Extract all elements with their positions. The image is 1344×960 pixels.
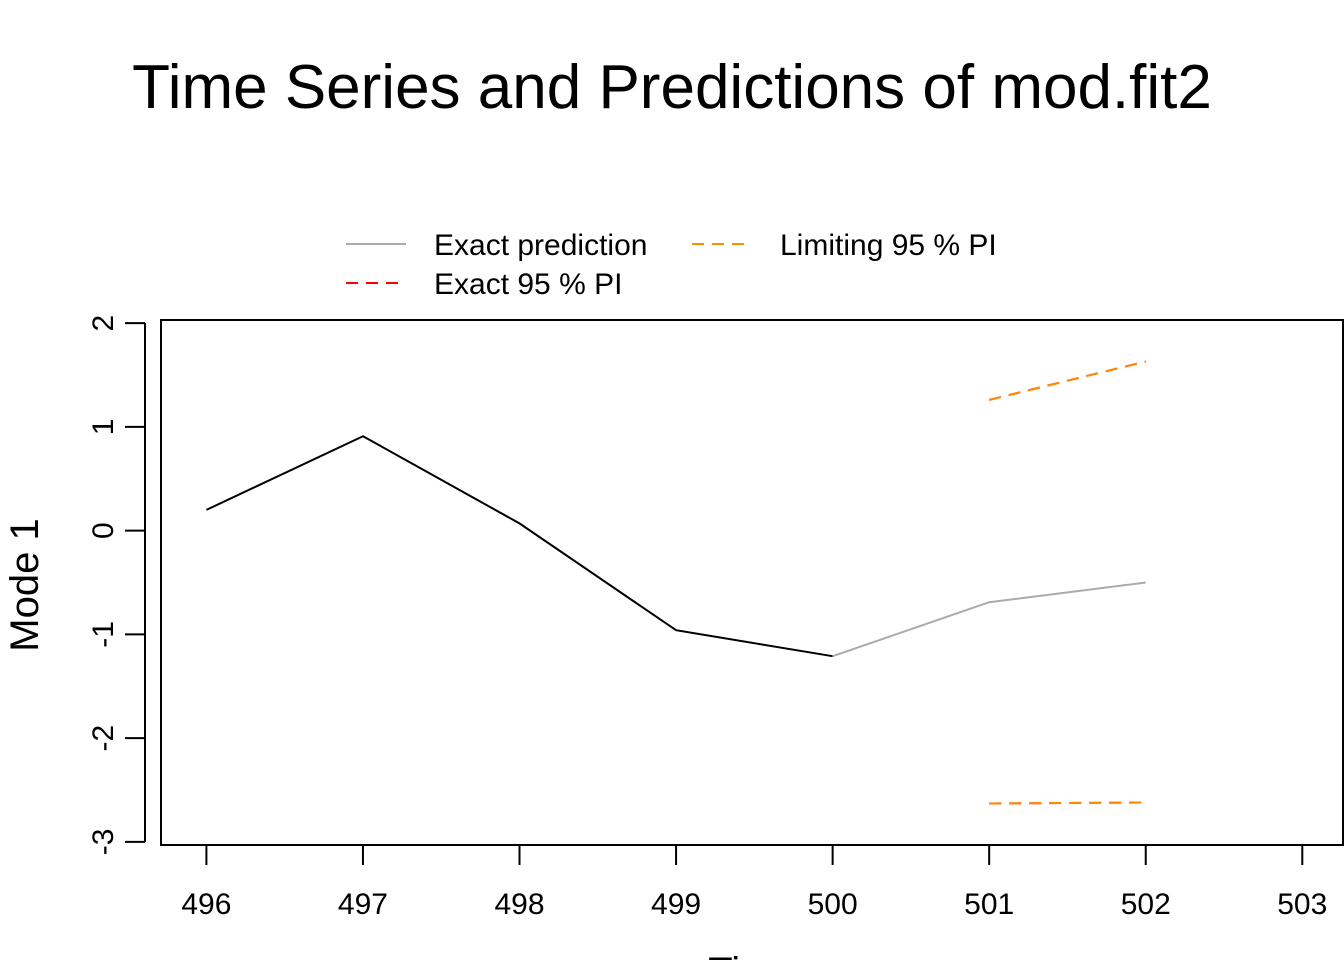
x-tick-label: 501 — [964, 888, 1014, 921]
legend-label: Limiting 95 % PI — [780, 229, 997, 262]
chart-title: Time Series and Predictions of mod.fit2 — [132, 53, 1212, 122]
y-axis: -3 -2 -1 0 1 2 — [87, 315, 146, 856]
y-tick-label: -1 — [87, 621, 120, 648]
series-line-4 — [988, 360, 1146, 401]
x-axis-label: Time — [708, 950, 795, 960]
y-tick-label: 2 — [87, 315, 120, 332]
plot-area — [160, 319, 1344, 846]
series-line-5 — [989, 801, 1146, 805]
y-axis-label: Mode 1 — [3, 518, 47, 651]
y-tick-label: -3 — [87, 829, 120, 856]
y-tick-label: 1 — [87, 419, 120, 436]
x-tick-label: 500 — [808, 888, 858, 921]
x-tick-label: 496 — [181, 888, 231, 921]
x-tick-label: 499 — [651, 888, 701, 921]
x-tick-label: 502 — [1121, 888, 1171, 921]
x-tick-label: 497 — [338, 888, 388, 921]
legend-label: Exact prediction — [434, 229, 647, 262]
x-axis: 496 497 498 499 500 501 502 503 — [181, 844, 1327, 921]
series-layer — [205, 360, 1146, 805]
series-line-0 — [205, 435, 833, 658]
legend-label: Exact 95 % PI — [434, 268, 622, 301]
y-tick-label: -2 — [87, 725, 120, 752]
legend: Exact prediction Limiting 95 % PI Exact 95… — [346, 229, 997, 301]
x-tick-label: 503 — [1277, 888, 1327, 921]
x-tick-label: 498 — [494, 888, 544, 921]
y-tick-label: 0 — [87, 522, 120, 539]
series-line-1 — [832, 581, 1146, 658]
